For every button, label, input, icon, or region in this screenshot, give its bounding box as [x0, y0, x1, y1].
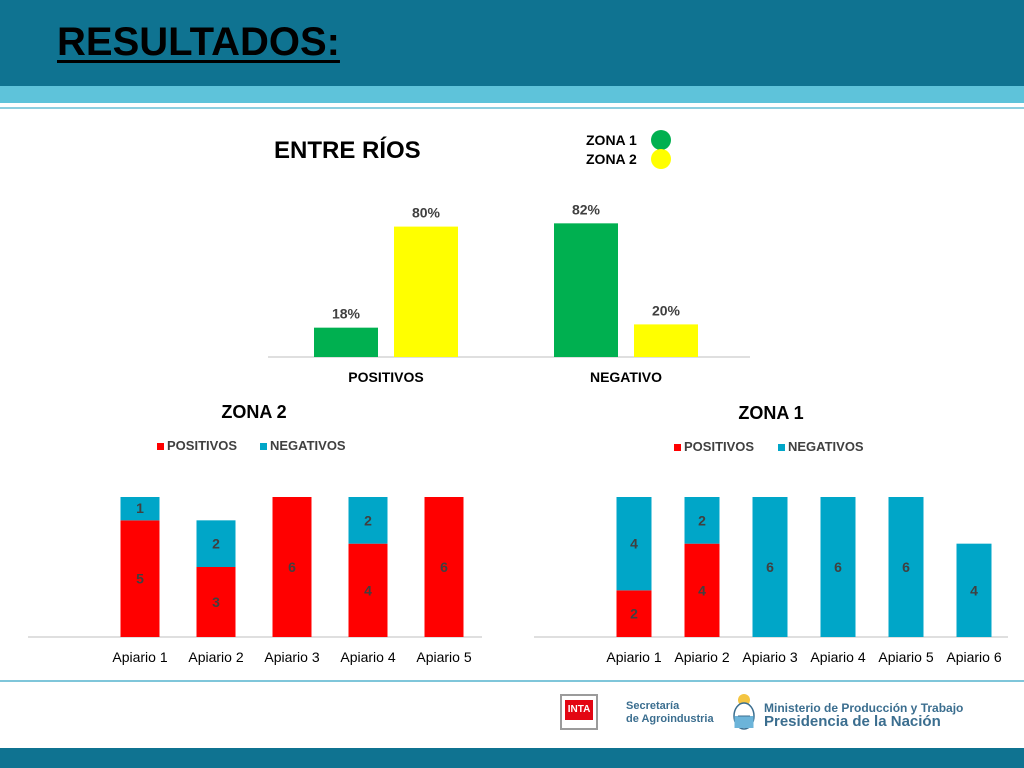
bar-segment — [272, 497, 312, 637]
bar-segment — [120, 520, 160, 637]
category-label: NEGATIVO — [590, 369, 662, 385]
data-label: 3 — [212, 594, 220, 610]
bar-segment — [684, 543, 720, 637]
bar-segment — [348, 497, 388, 544]
header-bar — [0, 0, 1024, 86]
footer-divider — [0, 680, 1024, 682]
header-divider — [0, 107, 1024, 109]
data-label: 5 — [136, 571, 144, 587]
category-label: Apiario 3 — [742, 649, 797, 665]
legend-marker — [778, 444, 785, 451]
legend-marker — [260, 443, 267, 450]
data-label: 2 — [630, 606, 638, 622]
category-label: Apiario 5 — [878, 649, 933, 665]
legend-label: NEGATIVOS — [270, 438, 346, 453]
data-label: 4 — [698, 582, 706, 598]
legend-marker — [651, 130, 671, 150]
category-label: Apiario 1 — [112, 649, 167, 665]
category-label: Apiario 3 — [264, 649, 319, 665]
argentina-coat-of-arms-icon — [733, 694, 755, 730]
bar-segment — [196, 520, 236, 567]
bar-segment — [956, 543, 992, 637]
legend-label: POSITIVOS — [684, 439, 754, 454]
bar — [554, 223, 618, 357]
legend-marker — [157, 443, 164, 450]
bar — [394, 226, 458, 357]
data-label: 6 — [288, 559, 296, 575]
category-label: Apiario 1 — [606, 649, 661, 665]
category-label: Apiario 2 — [188, 649, 243, 665]
data-label: 18% — [332, 306, 361, 322]
zona1-chart: ZONA 1 POSITIVOS NEGATIVOS 2 4 Apiario 1 4 2 Api… — [534, 403, 1008, 665]
category-label: Apiario 2 — [674, 649, 729, 665]
category-label: Apiario 5 — [416, 649, 471, 665]
category-label: POSITIVOS — [348, 369, 423, 385]
data-label: 6 — [902, 559, 910, 575]
inta-logo-text: INTA — [565, 700, 593, 720]
header-stripe — [0, 86, 1024, 103]
bar-segment — [196, 567, 236, 637]
data-label: 4 — [630, 536, 638, 552]
bar-segment — [424, 497, 464, 637]
presidencia-text: Presidencia de la Nación — [764, 713, 941, 730]
bar-segment — [888, 497, 924, 637]
bar-segment — [616, 497, 652, 591]
zona2-chart: ZONA 2 POSITIVOS NEGATIVOS 5 1 Apiario 1 3 2 Api… — [28, 402, 482, 665]
data-label: 6 — [766, 559, 774, 575]
secretaria-line2: de Agroindustria — [626, 713, 714, 725]
ministerio-text: Ministerio de Producción y Trabajo — [764, 701, 964, 715]
data-label: 82% — [572, 201, 601, 217]
legend-label: POSITIVOS — [167, 438, 237, 453]
page-title: RESULTADOS: — [57, 20, 340, 64]
legend-label: NEGATIVOS — [788, 439, 864, 454]
footer-bar — [0, 748, 1024, 768]
legend-marker — [651, 149, 671, 169]
bar-segment — [616, 590, 652, 637]
secretaria-logo-text: Secretaría de Agroindustria — [626, 700, 714, 726]
bar-segment — [120, 497, 160, 521]
data-label: 20% — [652, 302, 681, 318]
entre-rios-chart: ENTRE RÍOS 18% 80% POSITIVOS 82% 20% NEGATIVO Z… — [268, 130, 750, 385]
data-label: 2 — [698, 512, 706, 528]
bar-segment — [820, 497, 856, 637]
data-label: 6 — [834, 559, 842, 575]
category-label: Apiario 4 — [340, 649, 395, 665]
bar-segment — [752, 497, 788, 637]
bar-segment — [348, 543, 388, 637]
chart-title: ZONA 2 — [221, 402, 286, 422]
data-label: 4 — [970, 582, 978, 598]
data-label: 80% — [412, 205, 441, 221]
legend-label: ZONA 1 — [586, 132, 637, 148]
data-label: 4 — [364, 582, 372, 598]
chart-title: ENTRE RÍOS — [274, 136, 421, 164]
bar — [634, 324, 698, 357]
bar — [314, 327, 378, 357]
legend-label: ZONA 2 — [586, 151, 637, 167]
data-label: 1 — [136, 500, 144, 516]
bar-segment — [684, 497, 720, 544]
category-label: Apiario 4 — [810, 649, 865, 665]
data-label: 2 — [212, 536, 220, 552]
data-label: 2 — [364, 512, 372, 528]
secretaria-line1: Secretaría — [626, 700, 680, 712]
chart-title: ZONA 1 — [738, 403, 803, 423]
category-label: Apiario 6 — [946, 649, 1001, 665]
data-label: 6 — [440, 559, 448, 575]
inta-logo: INTA — [560, 694, 598, 730]
legend-marker — [674, 444, 681, 451]
